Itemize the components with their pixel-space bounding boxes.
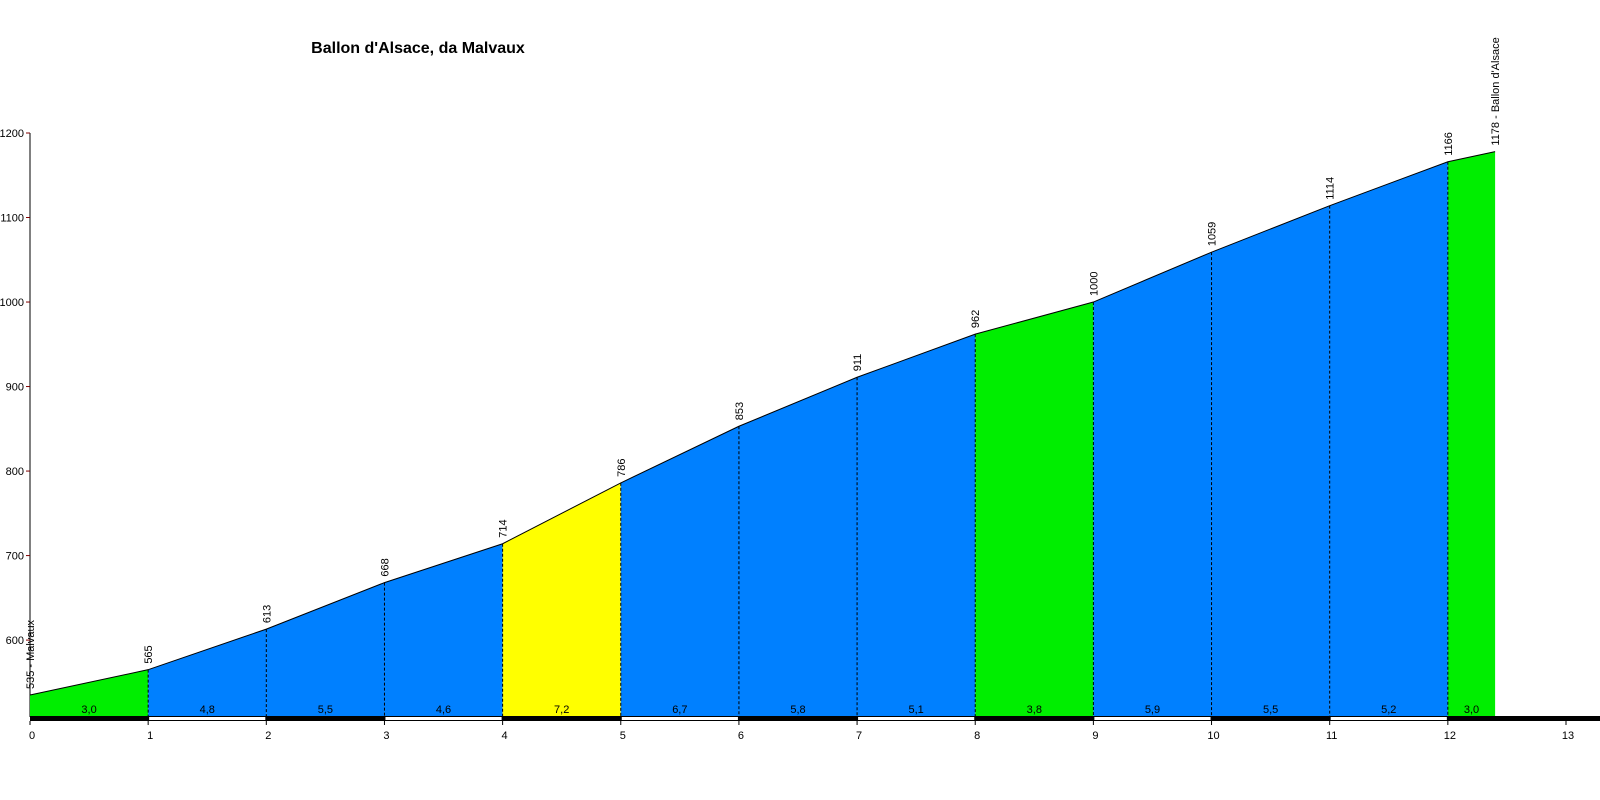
y-tick-label: 1100 xyxy=(0,213,24,225)
elevation-label: 613 xyxy=(261,605,273,623)
x-tick-label: 0 xyxy=(29,730,35,742)
y-tick-label: 1000 xyxy=(0,297,24,309)
km-strip-white xyxy=(1330,717,1447,720)
gradient-label: 6,7 xyxy=(672,704,687,716)
gradient-segment xyxy=(384,543,503,717)
km-strip-white xyxy=(621,717,738,720)
gradient-label: 4,6 xyxy=(436,704,451,716)
x-tick-label: 2 xyxy=(265,730,271,742)
y-tick-label: 1200 xyxy=(0,128,24,140)
gradient-segment xyxy=(738,377,858,717)
x-tick-label: 5 xyxy=(620,730,626,742)
gradient-segment xyxy=(148,629,267,717)
gradient-label: 3,0 xyxy=(1464,704,1479,716)
x-tick-label: 11 xyxy=(1326,730,1337,742)
gradient-segment xyxy=(975,302,1094,717)
gradient-label: 5,2 xyxy=(1381,704,1396,716)
x-tick-label: 9 xyxy=(1092,730,1098,742)
x-tick-label: 1 xyxy=(147,730,153,742)
elevation-label: 853 xyxy=(734,402,746,420)
gradient-label: 5,5 xyxy=(1263,704,1278,716)
gradient-segment xyxy=(1447,151,1496,718)
elevation-label: 1114 xyxy=(1325,177,1337,200)
elevation-label: 565 xyxy=(143,645,155,663)
gradient-segment xyxy=(1329,161,1448,717)
gradient-label: 7,2 xyxy=(554,704,569,716)
y-tick-label: 900 xyxy=(6,382,24,394)
gradient-label: 4,8 xyxy=(200,704,215,716)
x-tick-label: 4 xyxy=(502,730,508,742)
elevation-label: 535 - Malvaux xyxy=(25,619,37,689)
gradient-label: 5,9 xyxy=(1145,704,1160,716)
x-tick-label: 7 xyxy=(856,730,862,742)
elevation-label: 911 xyxy=(852,354,864,372)
elevation-label: 962 xyxy=(970,310,982,328)
km-strip-white xyxy=(858,717,975,720)
elevation-label: 1178 - Ballon d'Alsace xyxy=(1490,37,1502,145)
gradient-segment xyxy=(620,426,739,717)
gradient-segment xyxy=(502,482,621,717)
gradient-segment xyxy=(1211,205,1330,717)
y-tick-label: 800 xyxy=(6,466,24,478)
km-strip-white xyxy=(149,717,266,720)
gradient-label: 3,0 xyxy=(81,704,96,716)
gradient-segment xyxy=(1093,252,1212,717)
elevation-label: 668 xyxy=(379,558,391,576)
gradient-label: 5,8 xyxy=(790,704,805,716)
elevation-label: 1000 xyxy=(1088,272,1100,296)
gradient-segment xyxy=(266,582,385,717)
x-tick-label: 12 xyxy=(1444,730,1456,742)
gradient-label: 5,5 xyxy=(318,704,333,716)
chart-title: Ballon d'Alsace, da Malvaux xyxy=(311,40,525,57)
y-tick-label: 700 xyxy=(6,551,24,563)
y-tick-label: 600 xyxy=(6,635,24,647)
gradient-segment xyxy=(857,334,976,717)
gradient-segment xyxy=(30,669,149,717)
x-tick-label: 13 xyxy=(1562,730,1574,742)
x-tick-label: 3 xyxy=(383,730,389,742)
x-tick-label: 6 xyxy=(738,730,744,742)
x-tick-label: 8 xyxy=(974,730,980,742)
x-tick-label: 10 xyxy=(1207,730,1219,742)
elevation-label: 714 xyxy=(498,519,510,537)
profile-line xyxy=(29,151,1496,696)
km-strip-white xyxy=(1094,717,1211,720)
elevation-label: 1166 xyxy=(1443,132,1455,156)
km-strip-white xyxy=(385,717,502,720)
gradient-label: 3,8 xyxy=(1027,704,1042,716)
elevation-label: 1059 xyxy=(1207,222,1219,246)
gradient-label: 5,1 xyxy=(909,704,924,716)
axis-strip xyxy=(30,716,1600,721)
elevation-label: 786 xyxy=(616,459,628,477)
